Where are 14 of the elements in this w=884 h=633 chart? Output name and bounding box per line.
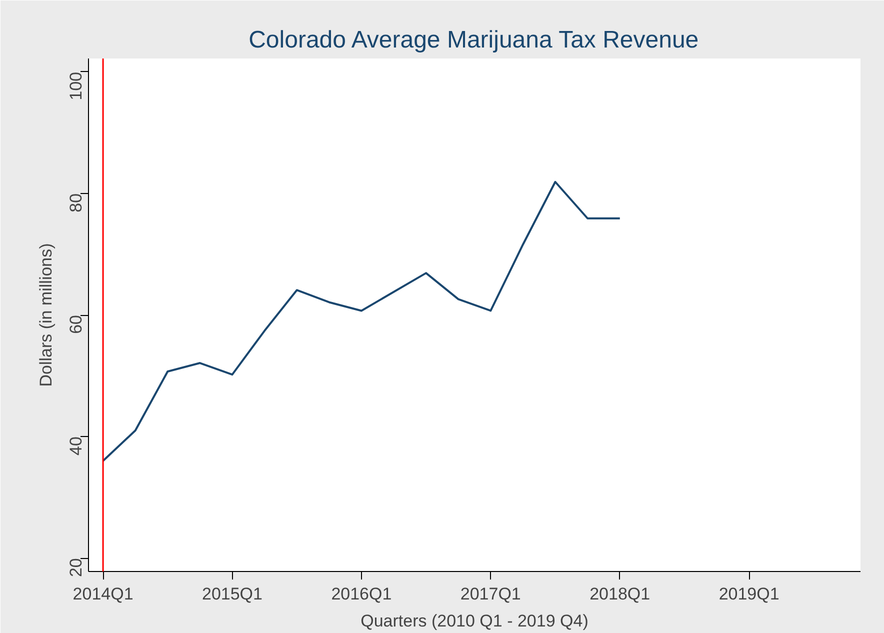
chart-title: Colorado Average Marijuana Tax Revenue: [248, 26, 699, 54]
x-tick-label: 2018Q1: [590, 584, 650, 604]
y-tick-label: 40: [66, 436, 86, 456]
x-axis-title: Quarters (2010 Q1 - 2019 Q4): [360, 612, 588, 630]
y-tick-label: 20: [66, 558, 86, 578]
x-tick-label: 2016Q1: [331, 584, 392, 604]
x-tick-label: 2015Q1: [202, 584, 262, 604]
x-tick-label: 2019Q1: [718, 584, 780, 604]
x-tick-label: 2014Q1: [72, 584, 134, 604]
x-tick-label: 2017Q1: [460, 584, 521, 604]
y-tick-label: 80: [66, 193, 86, 212]
y-tick-label: 100: [66, 72, 86, 100]
y-tick-label: 60: [66, 314, 86, 334]
y-axis-title: Dollars (in millions): [36, 243, 56, 387]
